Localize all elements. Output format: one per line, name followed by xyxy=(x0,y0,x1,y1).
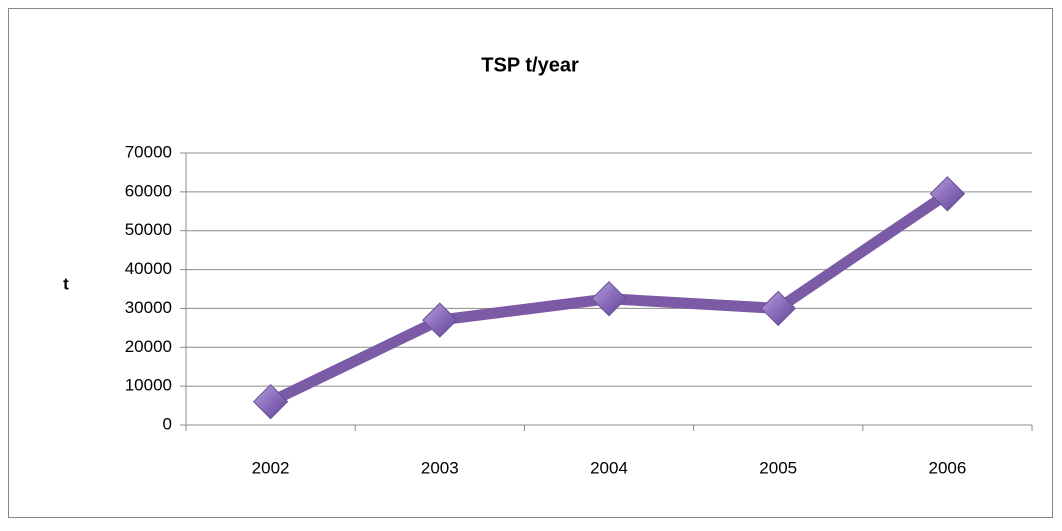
y-tick-label: 20000 xyxy=(125,337,172,356)
y-tick-label: 30000 xyxy=(125,298,172,317)
y-tick-label: 10000 xyxy=(125,376,172,395)
y-tick-label: 40000 xyxy=(125,259,172,278)
point-marker xyxy=(591,281,627,317)
x-tick-label: 2003 xyxy=(421,458,459,477)
point-marker xyxy=(252,383,289,420)
chart-border xyxy=(8,8,1053,518)
y-tick-label: 70000 xyxy=(125,142,172,161)
point-marker xyxy=(929,176,966,212)
x-tick-label: 2002 xyxy=(252,458,290,477)
y-axis-label: t xyxy=(63,274,69,293)
x-tick-label: 2004 xyxy=(590,458,628,477)
x-tick-label: 2006 xyxy=(928,458,966,477)
point-marker xyxy=(422,302,458,338)
y-tick-label: 0 xyxy=(163,414,172,433)
chart-title: TSP t/year xyxy=(481,54,579,76)
y-tick-label: 50000 xyxy=(125,220,172,239)
y-tick-label: 60000 xyxy=(125,181,172,200)
point-marker xyxy=(760,290,796,327)
x-tick-label: 2005 xyxy=(759,458,797,477)
